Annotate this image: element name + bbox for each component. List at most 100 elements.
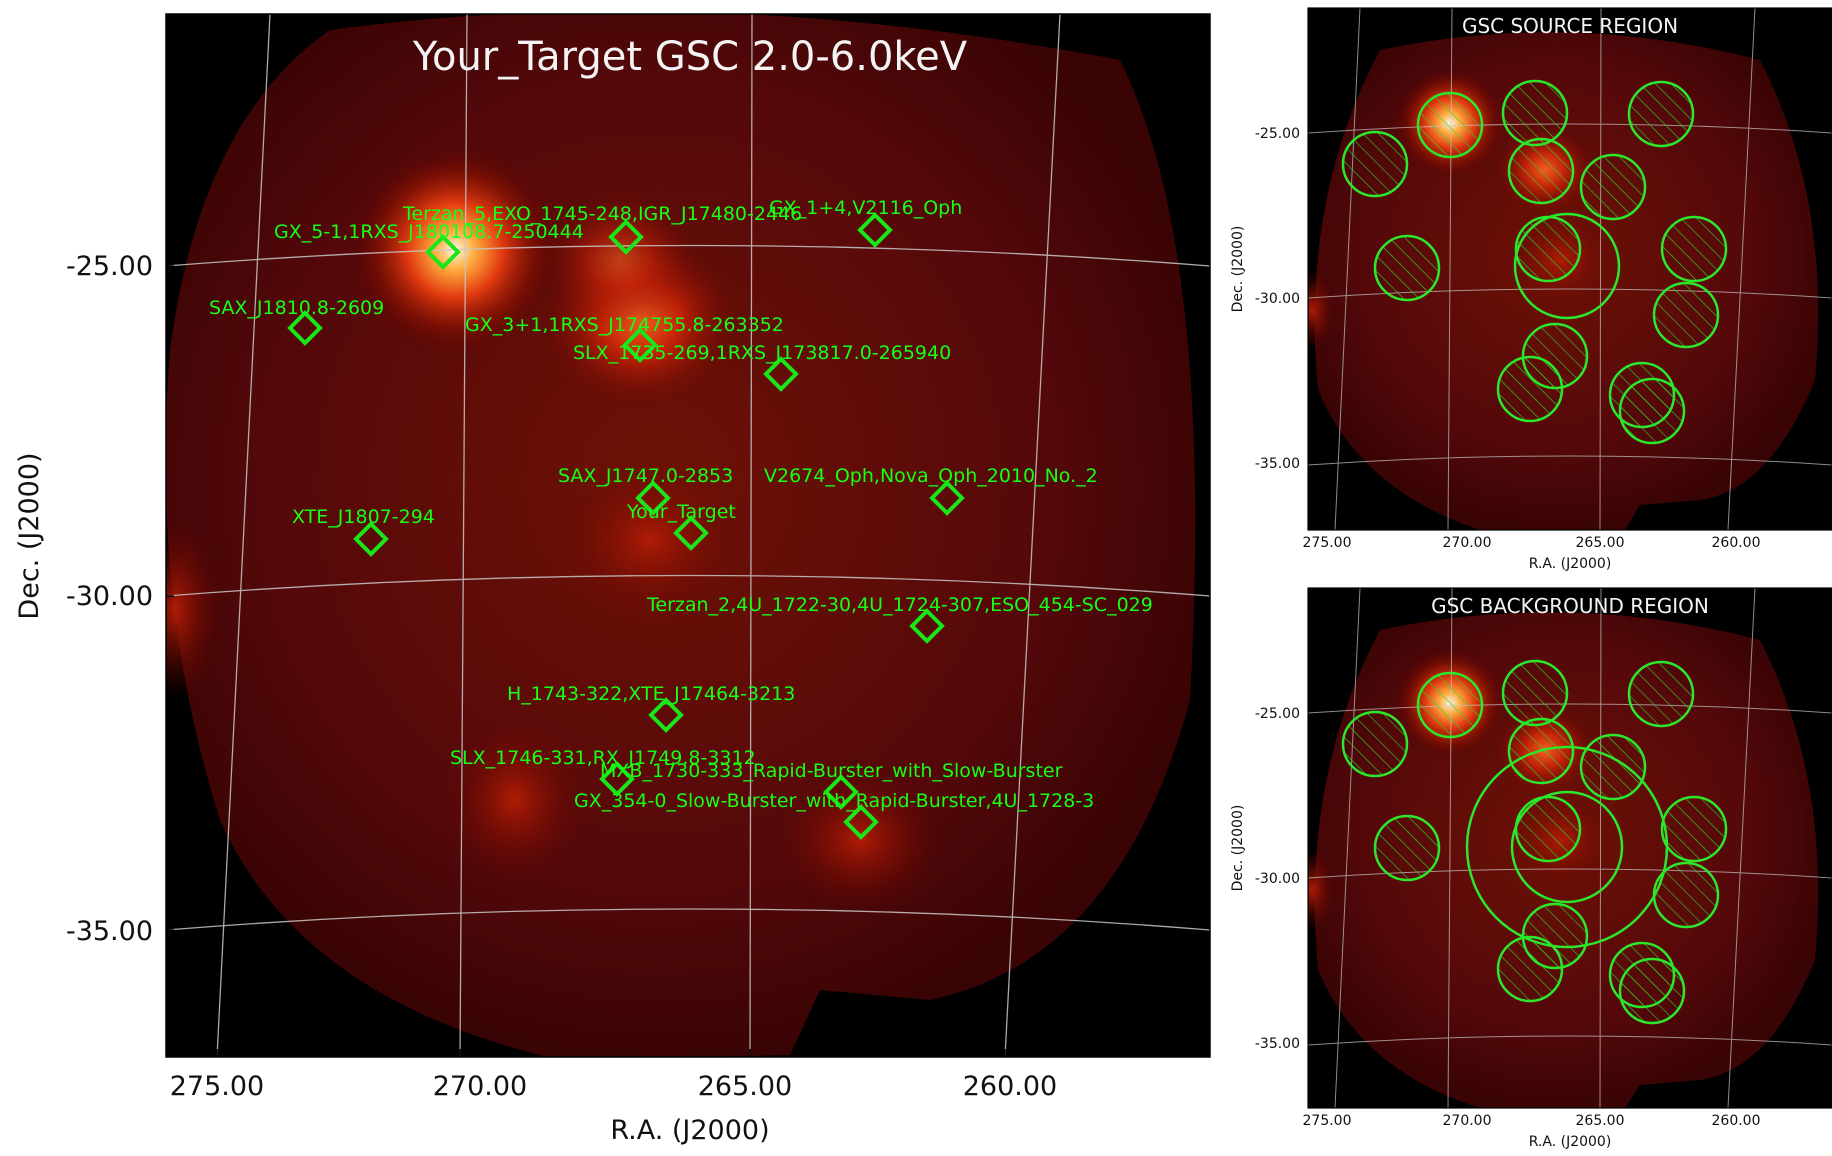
main-panel: Your_Target GSC 2.0-6.0keV GX_5-1,1RXS_J… [14,13,1211,1146]
south-glow-2 [780,770,940,910]
exclusion-region [1496,935,1564,1003]
background-annulus-inner [1510,790,1624,904]
source-label: H_1743-322,XTE_J17464-3213 [507,683,795,705]
background-sky-image [1308,588,1832,1108]
main-source-markers [287,212,965,840]
main-coordinate-grid [166,14,1210,1057]
source-exclusion-regions [1341,79,1728,445]
main-x-tick-labels: 275.00 270.00 265.00 260.00 [170,1071,1057,1102]
exclusion-region [1496,355,1564,423]
source-marker [425,234,461,270]
source-label: SLX_1735-269,1RXS_J173817.0-265940 [573,342,951,364]
source-marker [353,521,389,557]
exclusion-region [1618,377,1686,445]
x-tick-label: 275.00 [170,1071,264,1102]
source-marker [287,310,323,346]
source-extraction-circle [1513,212,1621,320]
source-marker [635,480,671,516]
x-tick-label: 265.00 [1576,535,1625,551]
x-tick-label: 270.00 [1443,1113,1492,1129]
exclusion-region [1373,814,1441,882]
main-x-axis-label: R.A. (J2000) [610,1115,769,1146]
source-region-panel: GSC SOURCE REGION 275.00 270.00 265.00 2… [1230,7,1832,572]
exclusion-region [1507,137,1575,205]
source-plot-border [1307,7,1832,531]
target-glow [560,460,740,620]
background-x-axis-label: R.A. (J2000) [1529,1134,1612,1150]
source-label: GX_5-1,1RXS_J180108.7-250444 [274,221,584,243]
exclusion-region [1618,957,1686,1025]
source-label: SLX_1746-331,RX_J1749.8-3312 [450,747,756,769]
source-label: GX_3+1,1RXS_J174755.8-263352 [465,314,784,336]
main-axis-ticks [166,265,1006,1057]
exclusion-region [1373,234,1441,302]
source-marker [608,219,644,255]
background-plot-border [1307,587,1832,1109]
exclusion-region [1341,710,1409,778]
source-marker [622,327,658,363]
source-y-axis-label: Dec. (J2000) [1230,226,1246,313]
exclusion-region [1579,153,1647,221]
exclusion-region [1652,281,1720,349]
source-label: Terzan_2,4U_1722-30,4U_1724-307,ESO_454-… [646,594,1153,616]
main-source-labels: GX_5-1,1RXS_J180108.7-250444 Terzan_5,EX… [209,197,1153,812]
source-title: GSC SOURCE REGION [1462,14,1678,38]
source-marker [823,774,859,810]
source-label: GX_1+4,V2116_Oph [769,197,962,219]
source-x-axis-label: R.A. (J2000) [1529,556,1612,572]
south-glow-1 [445,720,585,880]
source-marker [648,697,684,733]
source-marker [673,515,709,551]
y-tick-label: -25.00 [1255,706,1300,722]
main-sky-image [166,14,1210,1057]
source-label: GX_354-0_Slow-Burster_with_Rapid-Burster… [574,790,1094,812]
x-tick-label: 275.00 [1303,535,1352,551]
main-y-axis-label: Dec. (J2000) [14,452,45,619]
exclusion-region [1579,733,1647,801]
x-tick-label: 260.00 [1712,535,1761,551]
source-label: Your_Target [626,501,736,523]
y-tick-label: -30.00 [1255,871,1300,887]
y-tick-label: -30.00 [66,581,153,612]
background-tick-labels: 275.00 270.00 265.00 260.00 -25.00 -30.0… [1255,706,1761,1129]
background-y-axis-label: Dec. (J2000) [1230,805,1246,892]
y-tick-label: -35.00 [1255,456,1300,472]
exclusion-region [1627,660,1695,728]
source-edge-glow [1308,270,1334,350]
background-annulus-outer [1465,745,1669,949]
background-grid [1308,588,1832,1108]
y-tick-label: -30.00 [1255,291,1300,307]
source-label: XTE_J1807-294 [292,506,435,528]
x-tick-label: 265.00 [698,1071,792,1102]
source-marker [763,356,799,392]
source-marker [857,212,893,248]
exclusion-region [1341,130,1409,198]
source-label: SAX_J1747.0-2853 [558,465,733,487]
x-tick-label: 265.00 [1576,1113,1625,1129]
source-label: MXB_1730-333_Rapid-Burster_with_Slow-Bur… [600,760,1063,782]
y-tick-label: -35.00 [66,916,153,947]
background-region-panel: GSC BACKGROUND REGION 275.00 270.00 265.… [1230,587,1832,1150]
background-exclusion-regions [1341,659,1728,1025]
gx1-glow [540,190,700,330]
source-label: V2674_Oph,Nova_Oph_2010_No._2 [764,465,1098,487]
main-plot-border [165,13,1211,1058]
x-tick-label: 275.00 [1303,1113,1352,1129]
y-tick-label: -25.00 [1255,126,1300,142]
exclusion-region [1514,795,1582,863]
exclusion-region [1627,80,1695,148]
edge-glow [166,520,220,700]
main-y-tick-labels: -25.00 -30.00 -35.00 [66,251,153,947]
background-edge-glow [1308,850,1334,930]
x-tick-label: 270.00 [1443,535,1492,551]
y-tick-label: -25.00 [66,251,153,282]
exclusion-region [1416,91,1484,159]
source-label: Terzan_5,EXO_1745-248,IGR_J17480-2446 [402,203,802,225]
source-marker [929,480,965,516]
x-tick-label: 270.00 [433,1071,527,1102]
main-title: Your_Target GSC 2.0-6.0keV [412,34,968,80]
x-tick-label: 260.00 [1712,1113,1761,1129]
source-grid [1308,8,1832,530]
source-sky-image [1308,8,1832,530]
y-tick-label: -35.00 [1255,1036,1300,1052]
